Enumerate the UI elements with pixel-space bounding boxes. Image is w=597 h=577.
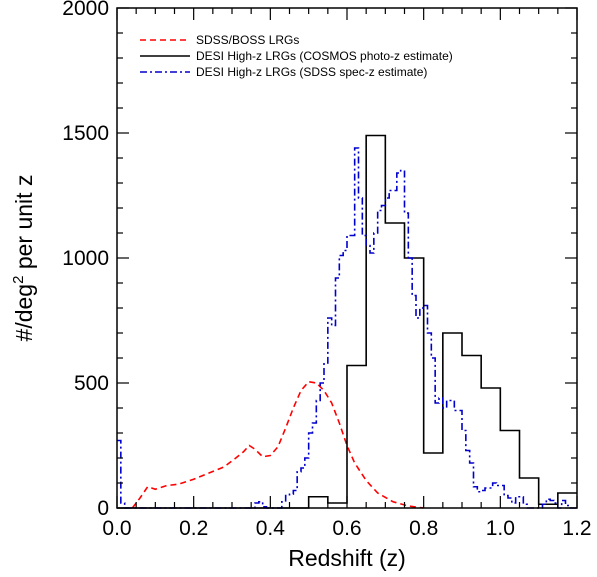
x-tick-label: 1.0	[486, 517, 515, 540]
y-tick-label: 1000	[62, 247, 109, 270]
y-tick-label: 0	[97, 497, 109, 520]
y-axis-label-rest: per unit z	[11, 175, 37, 276]
y-axis-label-superscript: 2	[10, 276, 27, 284]
y-tick-label: 500	[74, 372, 109, 395]
series-layer	[117, 134, 577, 509]
y-axis-label-main: #/deg	[11, 284, 37, 342]
y-tick-label: 2000	[62, 0, 109, 20]
legend-label-1: SDSS/BOSS LRGs	[196, 33, 299, 47]
x-tick-label: 1.2	[562, 517, 591, 540]
x-tick-label: 0.6	[332, 517, 361, 540]
x-tick-label: 0.8	[409, 517, 438, 540]
x-tick-label: 0.4	[256, 517, 286, 540]
ticks-layer: 0.0 0.2 0.4 0.6 0.8 1.0 1.2 0 500 1000 1500 2000	[62, 0, 591, 540]
legend-label-3: DESI High-z LRGs (SDSS spec-z estimate)	[196, 65, 427, 79]
x-tick-label: 0.0	[102, 517, 131, 540]
series-line-2	[117, 134, 577, 509]
plot-frame	[116, 7, 578, 509]
y-tick-label: 1500	[62, 122, 109, 145]
series-line-1	[131, 380, 424, 509]
legend: SDSS/BOSS LRGs DESI High-z LRGs (COSMOS p…	[140, 33, 453, 79]
x-axis-label: Redshift (z)	[288, 545, 406, 571]
legend-label-2: DESI High-z LRGs (COSMOS photo-z estimat…	[196, 49, 453, 63]
x-tick-label: 0.2	[179, 517, 208, 540]
y-axis-label: #/deg2 per unit z	[10, 175, 37, 342]
